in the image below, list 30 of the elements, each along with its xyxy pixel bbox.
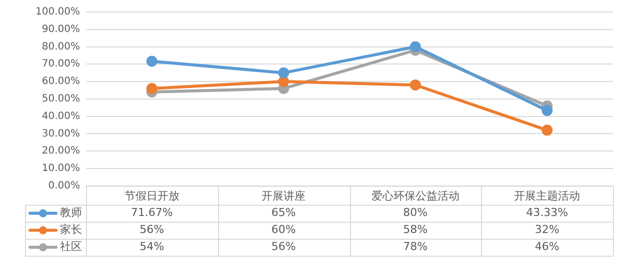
y-tick-label: 60.00% — [42, 76, 80, 88]
legend-label: 家长 — [60, 223, 82, 236]
x-tick-label: 爱心环保公益活动 — [371, 189, 460, 202]
data-label: 78% — [403, 240, 428, 254]
legend-label: 教师 — [60, 206, 82, 220]
y-tick-label: 70.00% — [42, 58, 80, 70]
data-label: 43.33% — [526, 206, 568, 220]
y-tick-label: 0.00% — [48, 180, 80, 192]
data-label: 60% — [271, 223, 296, 236]
data-label: 65% — [271, 206, 296, 220]
data-label: 46% — [534, 240, 560, 254]
data-label: 54% — [140, 240, 164, 254]
x-tick-label: 节假日开放 — [124, 189, 180, 202]
data-label: 56% — [271, 240, 296, 254]
x-tick-label: 开展主题活动 — [514, 189, 580, 202]
y-tick-label: 30.00% — [42, 128, 80, 140]
data-label: 58% — [403, 223, 428, 236]
data-label: 80% — [403, 206, 428, 220]
data-label: 56% — [140, 223, 164, 236]
y-tick-label: 10.00% — [42, 163, 80, 174]
data-label: 71.67% — [130, 206, 173, 220]
legend-label: 社区 — [60, 240, 82, 254]
y-tick-label: 20.00% — [42, 146, 80, 157]
y-tick-label: 90.00% — [42, 24, 80, 35]
y-tick-label: 80.00% — [42, 41, 80, 52]
y-tick-label: 50.00% — [42, 93, 80, 104]
y-tick-label: 100.00% — [36, 6, 80, 18]
x-tick-label: 开展讲座 — [262, 189, 306, 202]
y-tick-label: 40.00% — [42, 110, 80, 122]
data-label: 32% — [534, 223, 560, 236]
